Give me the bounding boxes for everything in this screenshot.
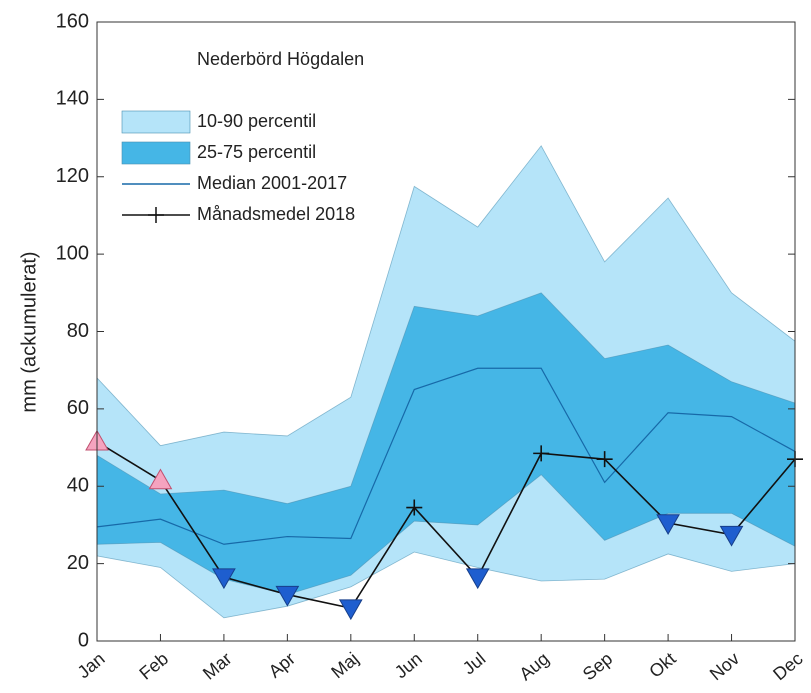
y-tick-label: 140 [56,88,89,110]
x-tick-label: Dec [769,648,806,684]
line [96,367,796,545]
legend-label: 25-75 percentil [197,142,316,162]
x-tick-label: Nov [706,648,743,684]
x-tick-label: Aug [515,648,552,684]
y-tick-label: 40 [67,475,89,497]
y-tick-label: 80 [67,320,89,342]
x-tick-label: Sep [579,648,616,684]
marker-plus [406,499,423,516]
x-tick-label: Jun [391,648,426,682]
x-tick-label: Jul [459,648,489,678]
y-axis-label: mm (ackumulerat) [18,251,40,412]
y-tick-label: 160 [56,10,89,32]
legend-label: Median 2001-2017 [197,173,347,193]
marker-plus [533,445,550,462]
y-tick-label: 100 [56,242,89,264]
marker-triangle [465,568,490,590]
x-tick-label: Maj [327,648,362,682]
legend-label: Månadsmedel 2018 [197,204,355,224]
line [96,441,796,610]
plot-area [96,145,796,619]
marker-plus [596,451,613,468]
legend-swatch [121,110,191,134]
legend-marker [148,207,164,223]
marker-triangle [212,568,236,590]
y-tick-label: 0 [78,629,89,651]
marker-triangle [656,514,680,536]
y-tick-label: 20 [67,552,89,574]
marker-triangle [719,525,744,547]
chart-title: Nederbörd Högdalen [197,49,364,69]
legend-swatch [121,141,191,165]
marker-triangle [148,468,173,490]
marker-triangle [275,585,300,607]
y-tick-label: 120 [56,165,89,187]
y-tick-label: 60 [67,397,89,419]
x-tick-label: Okt [645,648,679,681]
marker-triangle [338,599,363,621]
legend-label: 10-90 percentil [197,111,316,131]
x-tick-label: Mar [199,648,236,683]
x-tick-label: Feb [135,648,172,683]
x-tick-label: Apr [265,648,299,681]
x-tick-label: Jan [74,648,109,682]
